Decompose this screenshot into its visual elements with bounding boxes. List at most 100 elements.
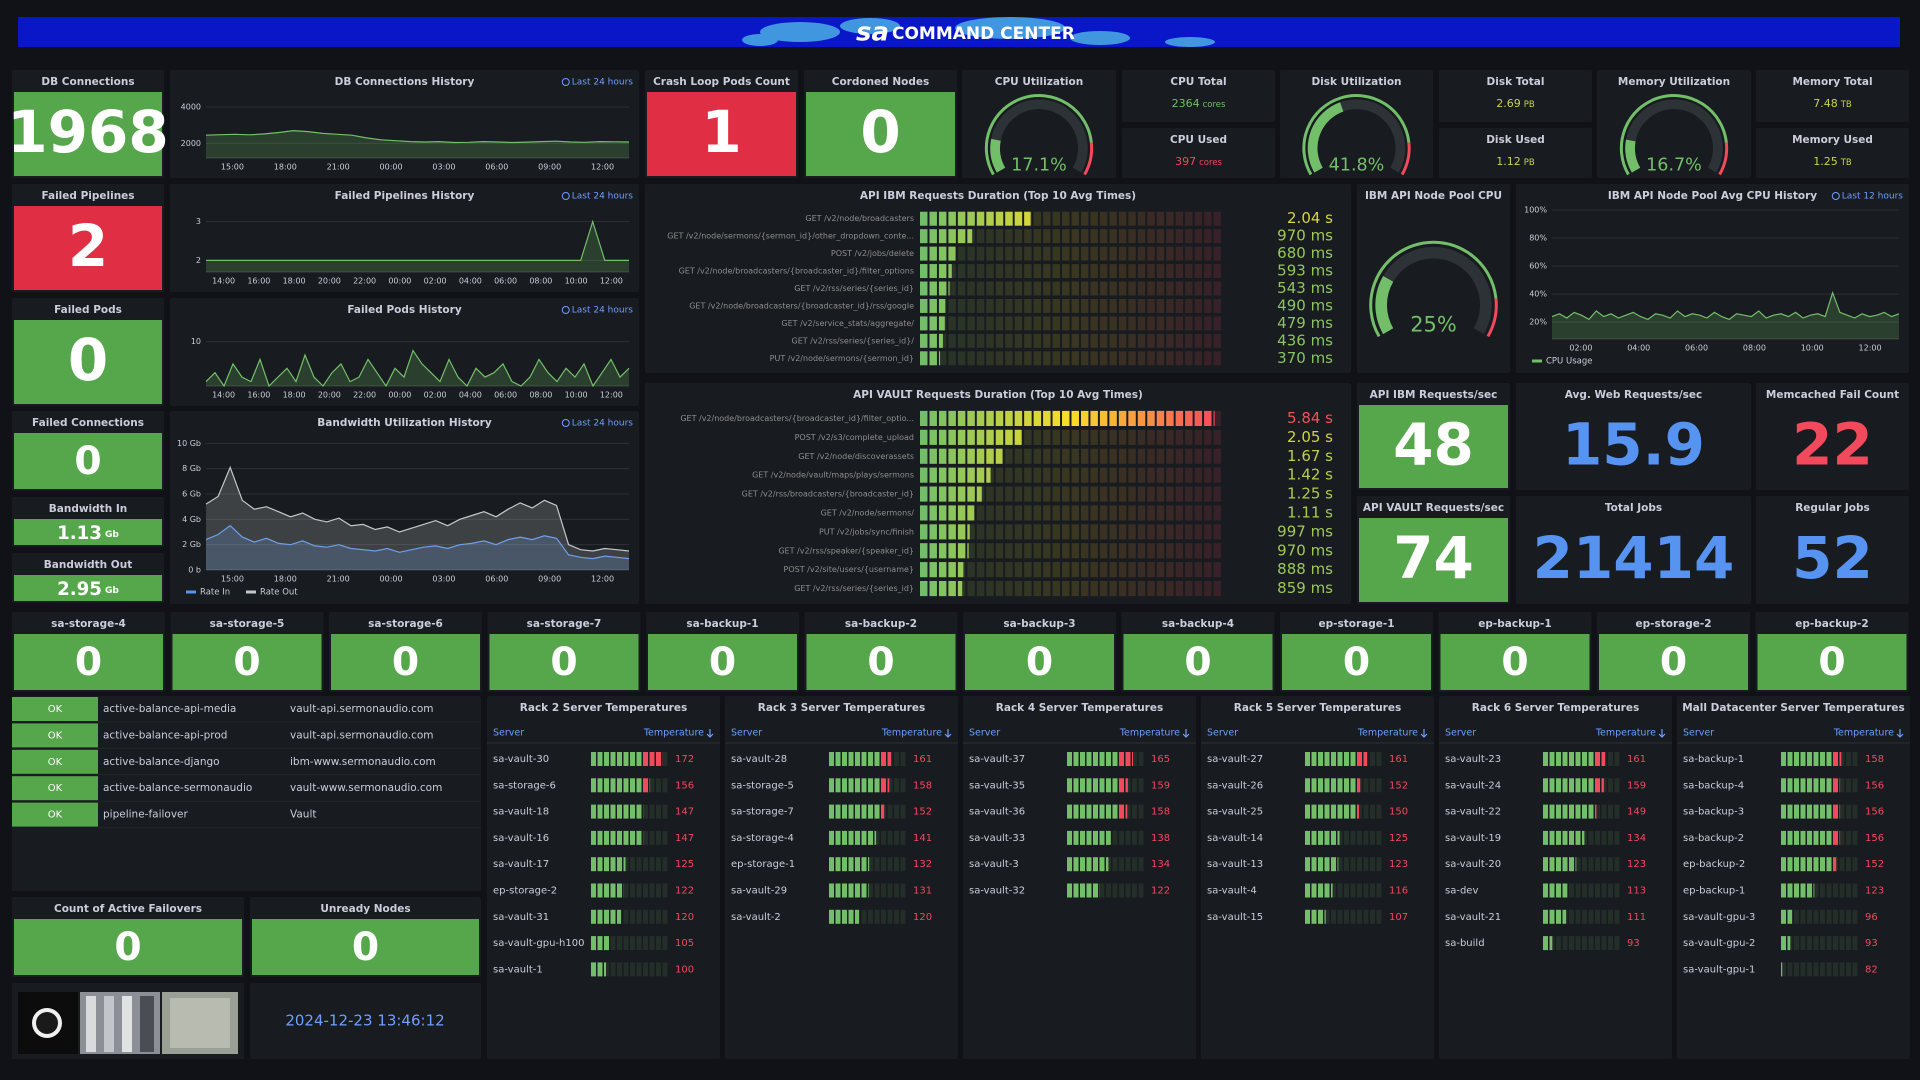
bar-segment-bg (881, 830, 886, 845)
bar-segment-bg (1128, 524, 1136, 540)
bar-segment-bg (967, 298, 975, 313)
gauge-label: 17.1% (1011, 155, 1067, 175)
bar-segment (868, 752, 873, 766)
bar-segment-bg (1833, 962, 1838, 977)
photo (18, 992, 238, 1054)
bar-segment-bg (1194, 246, 1203, 261)
bar-segment (920, 410, 928, 427)
temperature-bar (1543, 936, 1553, 951)
panel (1677, 696, 1910, 1059)
bar-segment (938, 264, 947, 279)
bar-segment (1826, 752, 1832, 766)
bar-segment (861, 883, 867, 898)
column-header: Temperature (1595, 728, 1656, 739)
stat-value: 0 (392, 640, 419, 685)
bar-segment-bg (1175, 486, 1184, 502)
column-header: Server (731, 728, 762, 739)
bar-segment (855, 778, 860, 793)
temperature-bar (1067, 830, 1111, 845)
bar-segment-bg (1204, 229, 1212, 244)
bar-segment-bg (1128, 448, 1136, 464)
temperature-value: 150 (1389, 807, 1408, 818)
bar-segment (597, 883, 603, 898)
bar-segment-bg (1608, 830, 1613, 845)
bar-segment (1204, 410, 1212, 427)
bar-segment-bg (1071, 264, 1079, 279)
bar-segment (591, 804, 596, 819)
stat-value: 1968 (7, 98, 168, 166)
bar-segment (957, 229, 966, 244)
bar-segment-bg (1138, 752, 1144, 766)
bar-segment-bg (1014, 333, 1023, 348)
bar-segment-bg (1846, 909, 1851, 924)
bar-segment (967, 429, 975, 445)
stat-box (14, 92, 162, 176)
temperature-bar (591, 830, 644, 845)
bar-segment-bg (662, 804, 668, 819)
bar-segment-bg (1175, 351, 1184, 366)
panel-title: sa-backup-3 (1003, 618, 1075, 630)
bar-segment-bg (1601, 883, 1607, 898)
stat-value: 2364 cores (1172, 97, 1226, 110)
bar-segment-bg (1005, 351, 1013, 366)
bar-segment-bg (1099, 505, 1108, 521)
bar-segment-bg (1147, 211, 1155, 226)
panel-title: CPU Used (1170, 134, 1227, 146)
bar-segment-bg (1033, 543, 1042, 559)
bar-segment-bg (1109, 580, 1117, 597)
bar-segment-bg (1852, 962, 1858, 977)
bar-segment-bg (1118, 351, 1127, 366)
bar-segment (1093, 883, 1098, 898)
bar-segment-bg (957, 281, 966, 296)
bar-segment (1781, 752, 1786, 766)
bar-segment-bg (1852, 830, 1858, 845)
bar-segment-bg (1376, 909, 1382, 924)
bar-segment (1543, 857, 1548, 872)
bar-segment (874, 804, 880, 819)
bar-segment-bg (868, 883, 873, 898)
bar-segment-bg (1826, 883, 1832, 898)
bar-segment (1833, 778, 1838, 793)
stat-number: 0 (1343, 640, 1370, 685)
bar-segment-bg (1588, 830, 1594, 845)
bar-segment-bg (1608, 936, 1613, 951)
duration-label: 593 ms (1277, 262, 1333, 280)
stat-number: 52 (1792, 524, 1873, 592)
stat-number: 0 (392, 640, 419, 685)
bar-segment-bg (1128, 246, 1136, 261)
server-name: ep-backup-2 (1683, 859, 1745, 870)
bar-segment (1781, 804, 1786, 819)
request-name: GET /v2/service_stats/aggregate/ (781, 319, 914, 328)
bar-segment (1099, 857, 1105, 872)
panel (1597, 70, 1751, 178)
bar-segment-bg (1005, 505, 1013, 521)
bar-segment-bg (1194, 505, 1203, 521)
bar-segment-bg (1147, 229, 1155, 244)
stat-value: 1.13 Gb (57, 523, 119, 544)
bar-segment-bg (1080, 580, 1089, 597)
bar-segment (1807, 857, 1812, 872)
bar-segment-bg (1005, 524, 1013, 540)
bar-segment (1324, 883, 1330, 898)
bar-segment-bg (1080, 467, 1089, 483)
stat-number: 21414 (1533, 524, 1735, 592)
bar-segment (1344, 804, 1349, 819)
duration-label: 490 ms (1277, 296, 1333, 314)
temperature-value: 147 (675, 807, 694, 818)
bar-segment-bg (1137, 298, 1146, 313)
bar-segment-bg (986, 229, 994, 244)
bar-segment-bg (967, 333, 975, 348)
bar-segment-bg (649, 962, 655, 977)
bar-segment (1582, 778, 1587, 793)
bar-segment-bg (1109, 351, 1117, 366)
bar-segment-bg (1569, 883, 1574, 898)
panel (1516, 496, 1751, 604)
y-tick-label: 60% (1529, 262, 1547, 271)
bar-segment (1582, 804, 1587, 819)
server-name: sa-vault-2 (731, 912, 781, 923)
bar-segment-bg (1014, 486, 1023, 502)
bar-segment-bg (1582, 883, 1587, 898)
bar-segment-bg (1846, 936, 1851, 951)
stat-unit: TB (1840, 158, 1852, 168)
bar-segment-bg (1156, 486, 1165, 502)
